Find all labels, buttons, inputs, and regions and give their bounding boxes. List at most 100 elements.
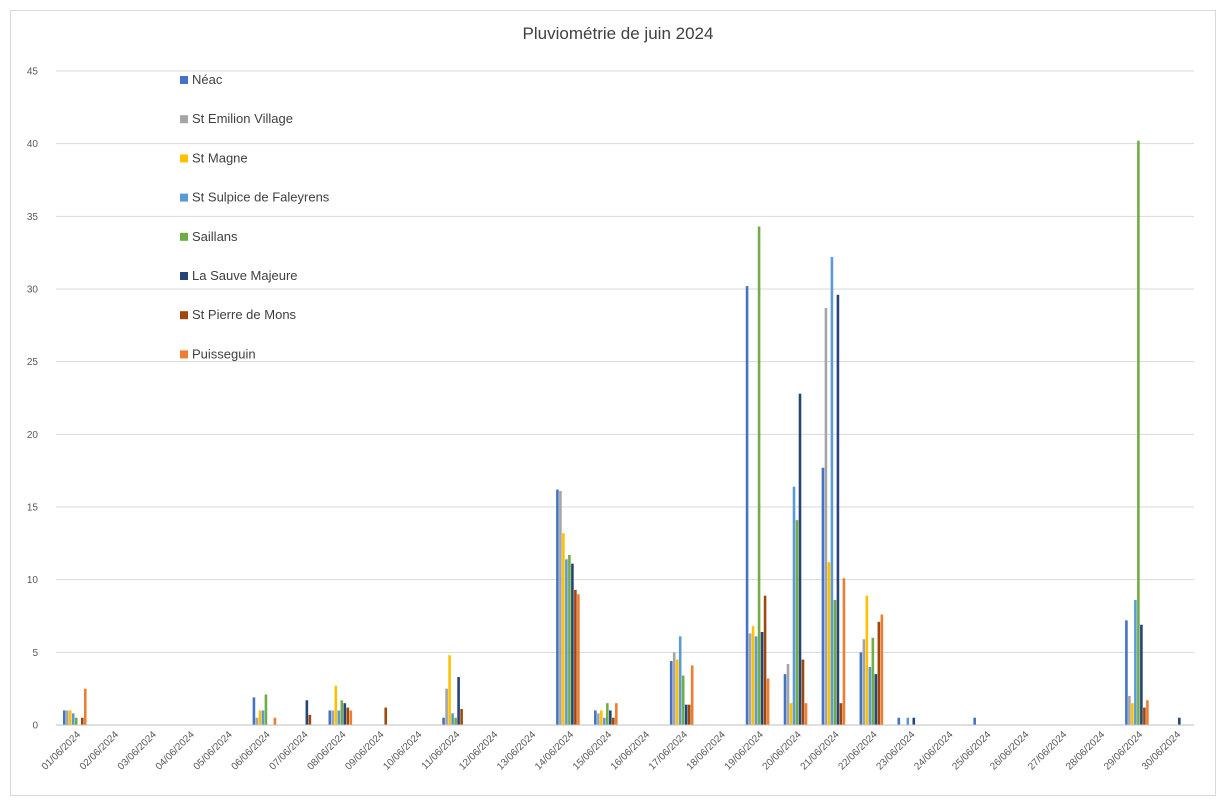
x-tick-label: 16/06/2024 [609, 729, 652, 772]
x-tick-label: 22/06/2024 [837, 729, 880, 772]
bar [571, 563, 574, 725]
bar [273, 717, 277, 725]
bar [1134, 600, 1137, 725]
bar [801, 659, 805, 725]
bar [457, 677, 460, 725]
bar [760, 631, 764, 725]
bar [264, 694, 268, 725]
bar [859, 652, 863, 725]
bar [795, 520, 799, 725]
bar [384, 707, 388, 725]
gridlines [56, 70, 1194, 653]
bar [261, 710, 265, 725]
bar [684, 704, 688, 725]
bar [786, 663, 790, 725]
bar [83, 688, 87, 725]
bar [792, 486, 796, 725]
legend-label: Saillans [192, 229, 238, 244]
bar [1137, 140, 1140, 725]
legend-swatch [180, 311, 188, 320]
x-tick-label: 05/06/2024 [192, 729, 235, 772]
bar [460, 709, 463, 725]
x-tick-label: 27/06/2024 [1026, 729, 1069, 772]
x-axis-ticks: 01/06/202402/06/202403/06/202404/06/2024… [40, 729, 1184, 772]
legend-swatch [180, 115, 188, 124]
legend-swatch [180, 350, 188, 359]
bar [783, 674, 787, 725]
rainfall-bar-chart: Pluviométrie de juin 2024 0 5 10 15 20 25 30 35… [27, 24, 1194, 773]
chart-title: Pluviométrie de juin 2024 [523, 24, 714, 43]
bar [868, 666, 872, 725]
x-tick-label: 01/06/2024 [40, 729, 83, 772]
bar [672, 652, 676, 725]
x-tick-label: 11/06/2024 [420, 729, 463, 772]
x-tick-label: 23/06/2024 [874, 729, 917, 772]
bar [830, 257, 834, 725]
bar [1140, 624, 1143, 725]
legend: Néac St Emilion Village St Magne St Sulpice… [180, 72, 330, 361]
bar [763, 595, 767, 725]
bar [597, 713, 600, 725]
bar [862, 639, 866, 725]
bar [804, 703, 808, 725]
bar [454, 717, 457, 725]
bar [745, 286, 749, 725]
bar [766, 678, 770, 725]
legend-label: St Pierre de Mons [192, 307, 297, 322]
bar [973, 717, 976, 725]
bar [678, 636, 682, 725]
bar [748, 633, 752, 725]
bar [305, 700, 309, 725]
bar [842, 578, 846, 725]
y-tick-label: 30 [27, 285, 39, 296]
bars [62, 140, 1181, 726]
bar [757, 226, 761, 726]
bar [255, 717, 259, 725]
bar [877, 621, 881, 725]
legend-swatch [180, 154, 188, 163]
bar [675, 659, 679, 725]
bar [1131, 703, 1134, 725]
legend-label: Néac [192, 72, 223, 87]
bar [451, 713, 454, 725]
bar [798, 393, 802, 725]
y-tick-label: 0 [32, 721, 38, 732]
legend-swatch [180, 76, 188, 84]
bar [839, 703, 843, 725]
bar [906, 717, 910, 725]
bar [1178, 717, 1181, 725]
x-tick-label: 18/06/2024 [685, 729, 728, 772]
x-tick-label: 17/06/2024 [647, 729, 690, 772]
bar [1125, 620, 1128, 725]
bar [308, 714, 312, 725]
y-tick-label: 45 [27, 67, 39, 78]
bar [65, 710, 69, 725]
x-tick-label: 15/06/2024 [571, 729, 614, 772]
x-tick-label: 12/06/2024 [457, 729, 500, 772]
legend-label: St Emilion Village [192, 111, 293, 126]
legend-swatch [180, 272, 188, 280]
x-tick-label: 08/06/2024 [305, 729, 348, 772]
legend-label: St Sulpice de Faleyrens [192, 190, 330, 205]
bar [754, 636, 758, 725]
bar [71, 713, 75, 725]
bar [331, 710, 335, 725]
bar [606, 703, 609, 725]
bar [1128, 695, 1131, 725]
bar [821, 467, 825, 725]
x-tick-label: 21/06/2024 [799, 729, 842, 772]
bar [600, 710, 603, 725]
bar [871, 637, 875, 725]
bar [445, 688, 448, 725]
bar [80, 717, 84, 725]
x-tick-label: 07/06/2024 [268, 729, 311, 772]
y-tick-label: 35 [27, 212, 39, 223]
legend-swatch [180, 193, 188, 202]
x-tick-label: 02/06/2024 [78, 729, 121, 772]
bar [1146, 700, 1149, 725]
x-tick-label: 14/06/2024 [533, 729, 576, 772]
bar [442, 717, 445, 725]
bar [340, 700, 344, 725]
y-tick-label: 10 [27, 575, 39, 586]
x-tick-label: 25/06/2024 [950, 729, 993, 772]
